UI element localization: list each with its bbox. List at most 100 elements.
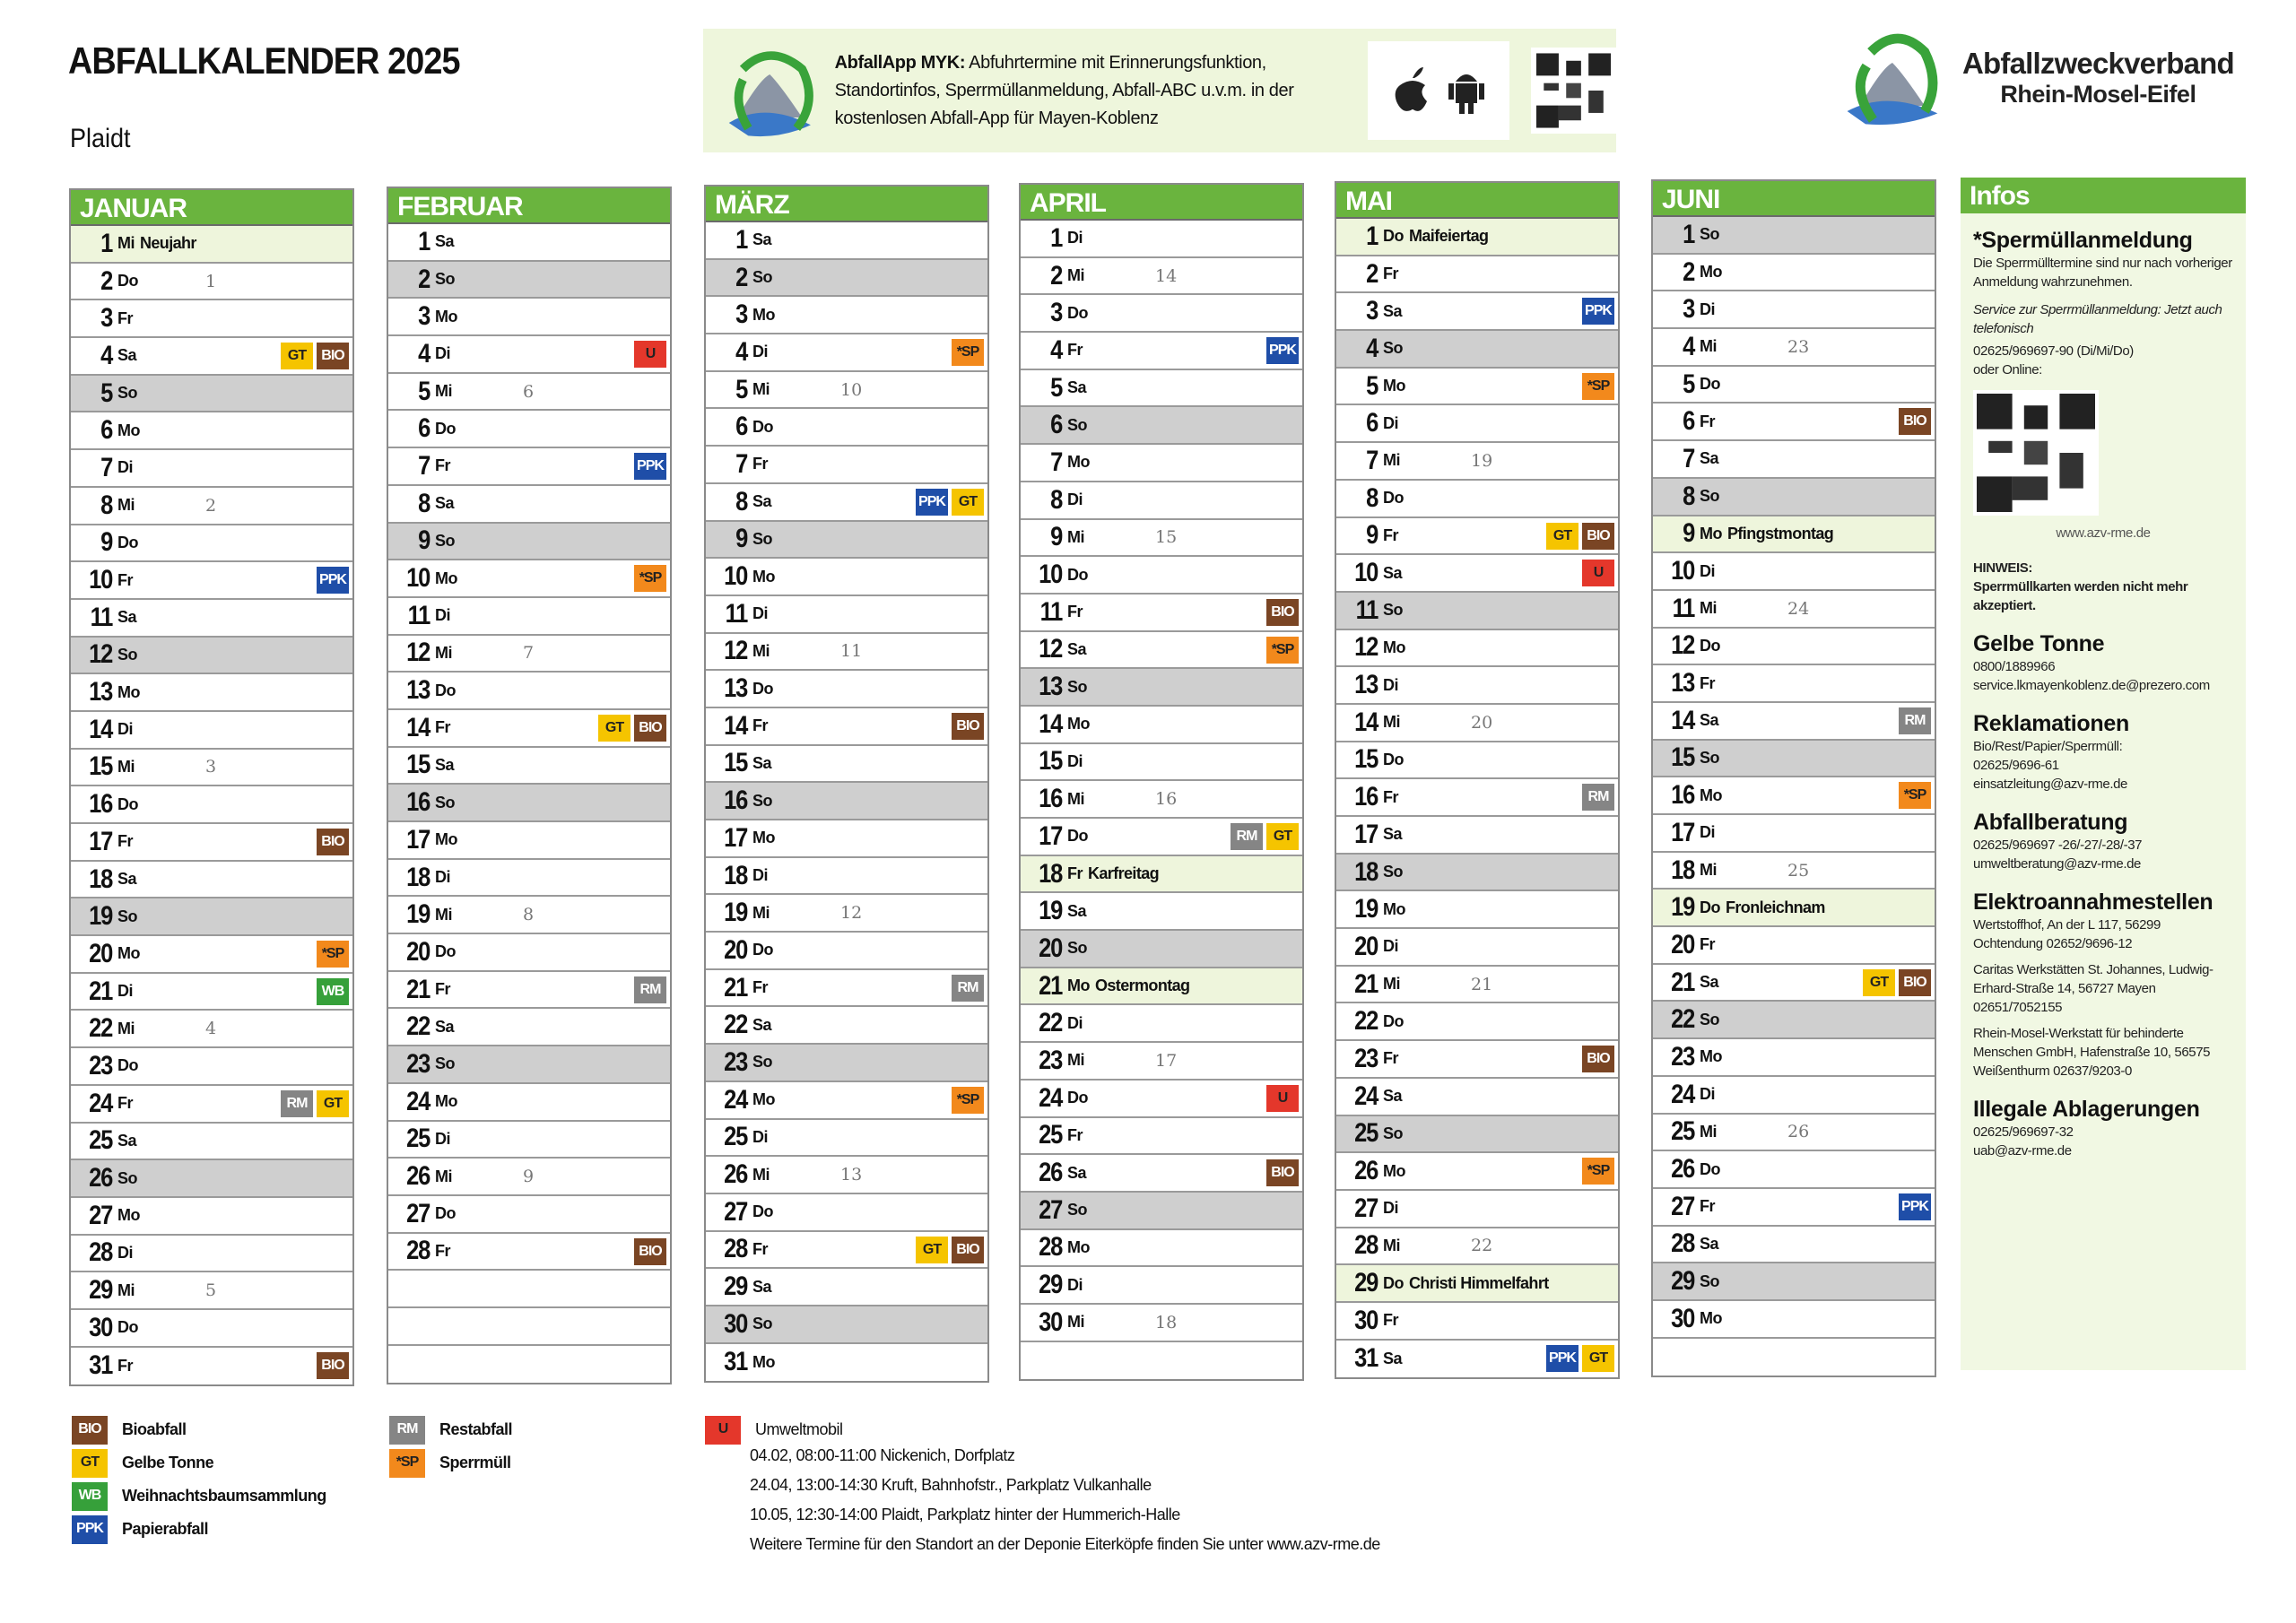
day-row[interactable]: 3 Di [1653,291,1935,330]
day-row[interactable]: 15 Do [1336,742,1618,780]
day-row[interactable]: 26 Mi 9 [388,1159,670,1196]
day-row[interactable]: 17 Fr BIO [71,824,352,862]
day-row[interactable]: 8 Sa PPK GT [706,483,987,522]
day-row[interactable]: 24 Mo [388,1083,670,1122]
day-row[interactable]: 5 Do [1653,366,1935,404]
day-row[interactable]: 25 So [1336,1115,1618,1154]
day-row[interactable]: 7 Sa [1653,441,1935,479]
day-row[interactable]: 22 Mi 4 [71,1011,352,1049]
day-row[interactable]: 14 Mi 20 [1336,704,1618,742]
android-icon[interactable] [1447,65,1486,116]
day-row[interactable]: 15 Sa [706,745,987,784]
day-row[interactable]: 22 Sa [388,1009,670,1047]
day-row[interactable]: 6 So [1021,407,1302,446]
day-row[interactable]: 23 Fr BIO [1336,1041,1618,1079]
day-row[interactable]: 10 Fr PPK [71,562,352,600]
day-row[interactable]: 22 Di [1021,1005,1302,1044]
day-row[interactable]: 9 So [706,521,987,560]
day-row[interactable]: 7 Fr [706,447,987,484]
day-row[interactable]: 27 So [1021,1192,1302,1230]
day-row[interactable]: 24 Sa [1336,1078,1618,1116]
day-row[interactable]: 9 Mi 15 [1021,519,1302,558]
day-row[interactable]: 12 Mi 7 [388,635,670,673]
day-row[interactable]: 17 Di [1653,815,1935,853]
day-row[interactable]: 12 So [71,637,352,675]
day-row[interactable]: 20 Fr [1653,927,1935,965]
day-row[interactable]: 16 So [706,783,987,820]
day-row[interactable]: 1 Do Maifeiertag [1336,219,1618,256]
app-banner[interactable]: AbfallApp MYK: Abfuhrtermine mit Erinner… [703,29,1616,152]
day-row[interactable]: 14 Fr BIO [706,707,987,746]
day-row[interactable]: 25 Di [706,1119,987,1158]
day-row[interactable]: 11 Fr BIO [1021,594,1302,632]
day-row[interactable]: 17 Mo [706,820,987,858]
ber-mail[interactable]: umweltberatung@azv-rme.de [1973,856,2141,872]
day-row[interactable]: 10 Di [1653,553,1935,591]
day-row[interactable]: 6 Mo [71,412,352,451]
day-row[interactable]: 3 Mo [706,297,987,335]
day-row[interactable]: 6 Do [388,411,670,449]
day-row[interactable]: 12 Mo [1336,629,1618,668]
day-row[interactable]: 21 Fr RM [388,971,670,1010]
day-row[interactable]: 23 So [388,1046,670,1084]
day-row[interactable]: 25 Fr [1021,1117,1302,1156]
apple-icon[interactable] [1391,65,1434,116]
day-row[interactable]: 16 Do [71,786,352,824]
day-row[interactable]: 4 Di *SP [706,334,987,372]
day-row[interactable]: 9 Do [71,525,352,563]
day-row[interactable]: 22 Do [1336,1003,1618,1042]
day-row[interactable]: 9 Fr GT BIO [1336,517,1618,556]
day-row[interactable]: 8 Mi 2 [71,487,352,525]
day-row[interactable]: 25 Sa [71,1123,352,1161]
day-row[interactable]: 6 Do [706,409,987,447]
day-row[interactable]: 16 Mi 16 [1021,781,1302,819]
day-row[interactable]: 4 Fr PPK [1021,333,1302,370]
day-row[interactable]: 16 Mo *SP [1653,777,1935,815]
day-row[interactable]: 30 Fr [1336,1302,1618,1341]
day-row[interactable]: 19 So [71,898,352,937]
day-row[interactable]: 24 Do U [1021,1080,1302,1118]
day-row[interactable]: 29 Mi 5 [71,1272,352,1310]
day-row[interactable]: 13 Do [388,673,670,710]
day-row[interactable]: 29 Di [1021,1267,1302,1305]
day-row[interactable]: 20 So [1021,931,1302,968]
day-row[interactable]: 15 So [1653,740,1935,778]
day-row[interactable]: 18 So [1336,854,1618,892]
day-row[interactable]: 7 Mi 19 [1336,443,1618,481]
day-row[interactable]: 20 Do [388,934,670,972]
day-row[interactable]: 3 Mo [388,299,670,337]
day-row[interactable]: 18 Di [706,857,987,896]
day-row[interactable]: 14 Di [71,711,352,750]
day-row[interactable]: 4 So [1336,331,1618,369]
day-row[interactable]: 4 Mi 23 [1653,329,1935,367]
day-row[interactable]: 1 Sa [706,222,987,260]
day-row[interactable]: 25 Mi 26 [1653,1114,1935,1152]
rekl-mail[interactable]: einsatzleitung@azv-rme.de [1973,777,2127,792]
day-row[interactable]: 17 Sa [1336,817,1618,855]
day-row[interactable]: 3 Sa PPK [1336,293,1618,332]
day-row[interactable]: 4 Sa GT BIO [71,338,352,376]
day-row[interactable]: 10 Do [1021,557,1302,595]
qr-code-icon[interactable] [1530,48,1616,134]
day-row[interactable]: 1 Di [1021,221,1302,258]
day-row[interactable]: 21 Sa GT BIO [1653,964,1935,1002]
day-row[interactable]: 20 Di [1336,929,1618,967]
day-row[interactable]: 26 Do [1653,1151,1935,1189]
day-row[interactable]: 20 Mo *SP [71,936,352,974]
day-row[interactable]: 16 So [388,785,670,822]
day-row[interactable]: 29 So [1653,1263,1935,1301]
day-row[interactable]: 24 Mo *SP [706,1081,987,1120]
day-row[interactable]: 11 Di [706,595,987,634]
day-row[interactable]: 26 So [71,1160,352,1198]
day-row[interactable]: 21 Mo Ostermontag [1021,968,1302,1006]
day-row[interactable]: 28 Fr GT BIO [706,1231,987,1270]
day-row[interactable]: 30 Mo [1653,1300,1935,1339]
day-row[interactable]: 19 Sa [1021,893,1302,932]
day-row[interactable]: 12 Mi 11 [706,633,987,672]
day-row[interactable]: 31 Sa PPK GT [1336,1340,1618,1378]
day-row[interactable]: 15 Di [1021,743,1302,782]
day-row[interactable]: 2 Do 1 [71,263,352,301]
day-row[interactable]: 31 Fr BIO [71,1347,352,1385]
day-row[interactable]: 27 Mo [71,1197,352,1236]
day-row[interactable]: 29 Do Christi Himmelfahrt [1336,1265,1618,1303]
